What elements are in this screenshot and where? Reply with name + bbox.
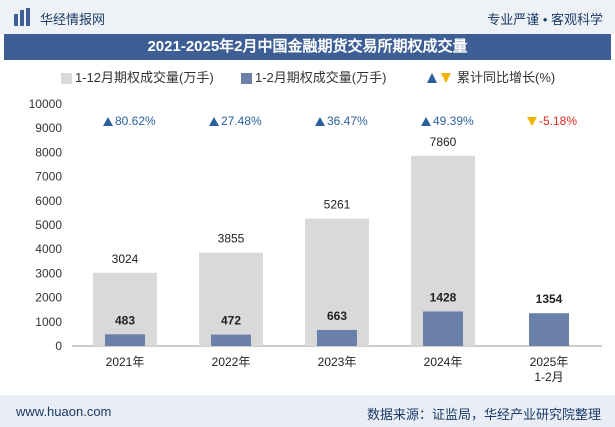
bar-series2 (317, 329, 357, 346)
top-bar: 华经情报网 专业严谨 • 客观科学 (0, 0, 615, 34)
chart-title: 2021-2025年2月中国金融期货交易所期权成交量 (4, 34, 611, 60)
legend: 1-12月期权成交量(万手) 1-2月期权成交量(万手) 累计同比增长(%) (61, 70, 555, 85)
down-triangle-icon (527, 117, 537, 126)
bar-series1 (305, 218, 369, 346)
legend-label-growth: 累计同比增长(%) (457, 70, 555, 85)
data-label-series2: 1428 (430, 290, 457, 304)
bar-series2 (529, 313, 569, 346)
data-label-series1: 5261 (324, 198, 351, 212)
data-label-series2: 663 (327, 309, 347, 323)
growth-label: 49.39% (433, 114, 474, 128)
data-label-series2: 1354 (536, 292, 563, 306)
data-label-series1: 3024 (112, 252, 139, 266)
data-label-series1: 3855 (218, 232, 245, 246)
data-label-series1: 7860 (430, 135, 457, 149)
data-label-series2: 472 (221, 314, 241, 328)
y-tick-label: 2000 (35, 291, 62, 305)
growth-labels: 80.62% 27.48% 36.47% 49.39% -5.18% (103, 114, 577, 128)
data-label-series2: 483 (115, 313, 135, 327)
up-triangle-icon (315, 117, 325, 126)
legend-swatch-series2 (241, 73, 252, 84)
up-triangle-icon (421, 117, 431, 126)
y-tick-label: 8000 (35, 145, 62, 159)
y-tick-label: 0 (55, 339, 62, 353)
legend-label-series1: 1-12月期权成交量(万手) (75, 70, 214, 85)
bottom-bar: www.huaon.com 数据来源：证监局，华经产业研究院整理 (0, 395, 615, 427)
legend-down-triangle-icon (441, 73, 451, 83)
legend-up-triangle-icon (427, 73, 437, 83)
x-tick-label: 2022年 (212, 355, 251, 369)
growth-label: -5.18% (539, 114, 577, 128)
bar-series2 (423, 311, 463, 346)
y-tick-label: 7000 (35, 170, 62, 184)
y-tick-label: 6000 (35, 194, 62, 208)
brand-logo-icon (14, 8, 30, 26)
x-tick-label: 2023年 (318, 355, 357, 369)
bar-series2 (105, 334, 145, 346)
growth-label: 80.62% (115, 114, 156, 128)
bar-series1 (199, 252, 263, 346)
y-tick-label: 5000 (35, 218, 62, 232)
bars (93, 155, 569, 346)
bar-series2 (211, 334, 251, 346)
bar-series1 (93, 272, 157, 346)
y-tick-label: 10000 (29, 97, 63, 111)
growth-label: 36.47% (327, 114, 368, 128)
y-tick-label: 1000 (35, 315, 62, 329)
x-tick-label: 2025年 (530, 355, 569, 369)
y-axis-ticks: 0 1000 2000 3000 4000 5000 6000 7000 8000 9000 100… (29, 97, 63, 353)
data-labels: 3024 483 3855 472 5261 663 7860 1428 1354 (112, 135, 563, 328)
source-url: www.huaon.com (16, 404, 112, 419)
y-tick-label: 9000 (35, 121, 62, 135)
y-tick-label: 3000 (35, 266, 62, 280)
slogan: 专业严谨 • 客观科学 (487, 12, 603, 27)
up-triangle-icon (103, 117, 113, 126)
legend-swatch-series1 (61, 73, 72, 84)
growth-label: 27.48% (221, 114, 262, 128)
brand-name: 华经情报网 (40, 12, 106, 27)
x-tick-label: 1-2月 (534, 370, 563, 384)
up-triangle-icon (209, 117, 219, 126)
x-tick-label: 2021年 (106, 355, 145, 369)
data-source: 数据来源：证监局，华经产业研究院整理 (366, 407, 601, 422)
legend-label-series2: 1-2月期权成交量(万手) (255, 70, 386, 85)
y-tick-label: 4000 (35, 242, 62, 256)
x-tick-label: 2024年 (424, 355, 463, 369)
